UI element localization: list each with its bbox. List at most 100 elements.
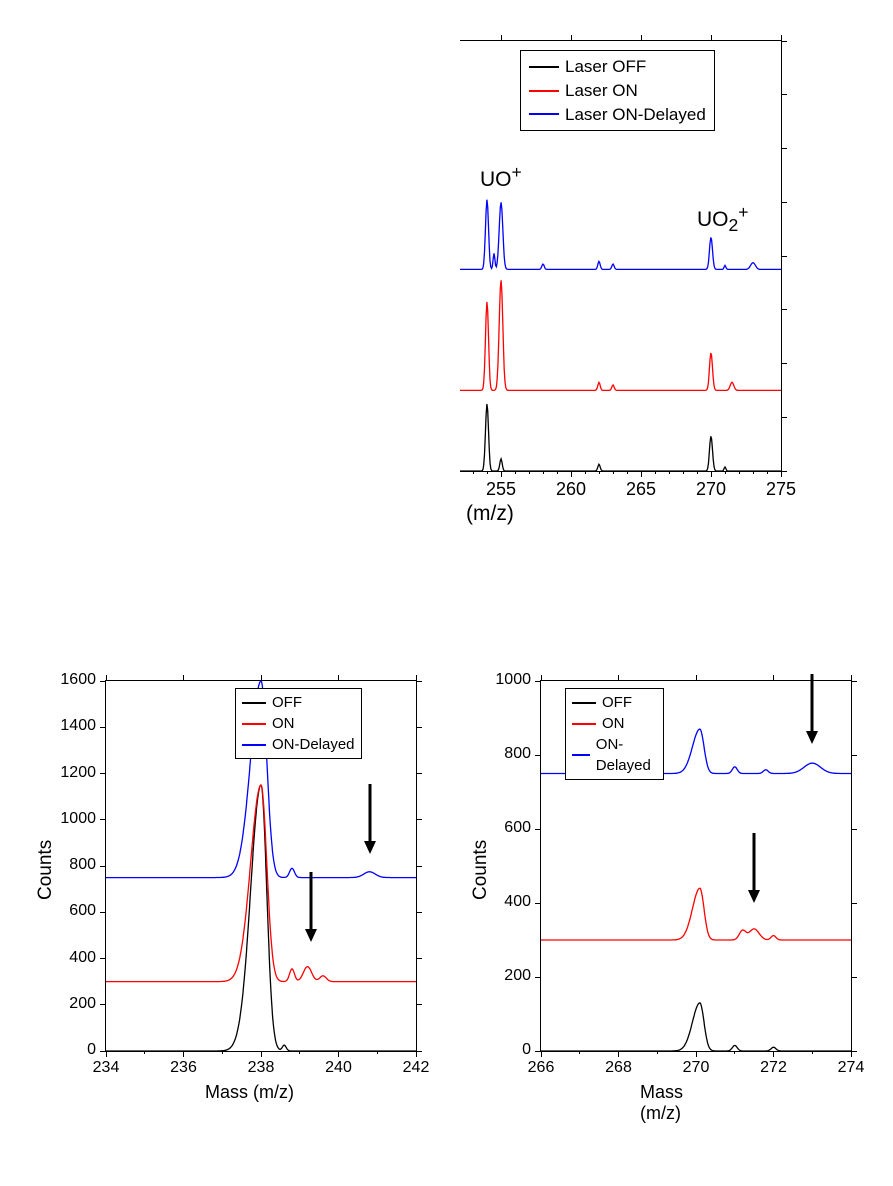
legend-line-icon xyxy=(242,702,266,704)
xtick-label: 270 xyxy=(681,1059,711,1077)
legend-line-icon xyxy=(242,723,266,725)
br-xlabel: Mass (m/z) xyxy=(640,1082,683,1124)
legend-label: ON xyxy=(272,713,295,734)
legend-line-icon xyxy=(572,754,590,756)
ytick-label: 200 xyxy=(46,995,96,1013)
legend-label: OFF xyxy=(272,692,302,713)
xtick-mark xyxy=(711,471,712,477)
legend-line-icon xyxy=(529,66,559,68)
legend-label: Laser OFF xyxy=(565,55,646,79)
xtick-label: 275 xyxy=(766,479,796,500)
xtick-mark xyxy=(851,1051,852,1057)
xtick-mark xyxy=(773,1051,774,1057)
ytick-label: 600 xyxy=(46,902,96,920)
ytick-mark xyxy=(781,417,787,418)
xtick-label: 270 xyxy=(696,479,726,500)
ytick-label: 600 xyxy=(481,819,531,837)
xtick-mark xyxy=(773,675,774,681)
xtick-mark xyxy=(696,1051,697,1057)
xtick-label: 238 xyxy=(246,1059,276,1077)
xtick-label: 272 xyxy=(759,1059,789,1077)
xtick-mark xyxy=(501,471,502,477)
series-on xyxy=(541,888,851,940)
peak-label: UO2+ xyxy=(697,202,748,236)
ytick-mark xyxy=(416,681,422,682)
br-ylabel: Counts xyxy=(470,840,492,900)
ytick-mark xyxy=(100,912,106,913)
legend-item: Laser ON xyxy=(529,79,706,103)
ytick-mark xyxy=(781,363,787,364)
ytick-mark xyxy=(100,958,106,959)
ytick-label: 400 xyxy=(46,949,96,967)
ytick-mark xyxy=(781,41,787,42)
ytick-mark xyxy=(535,755,541,756)
legend-label: Laser ON xyxy=(565,79,638,103)
ytick-mark xyxy=(100,727,106,728)
ytick-mark xyxy=(781,256,787,257)
xtick-mark xyxy=(261,675,262,681)
xtick-mark xyxy=(571,471,572,477)
peak-label: UO+ xyxy=(480,162,522,192)
legend-item: OFF xyxy=(572,692,657,713)
xtick-mark xyxy=(183,675,184,681)
legend-line-icon xyxy=(529,113,559,115)
ytick-mark xyxy=(416,958,422,959)
xtick-mark xyxy=(261,1051,262,1057)
arrow-icon xyxy=(301,872,321,944)
arrow-icon xyxy=(744,833,764,905)
ytick-mark xyxy=(781,471,787,472)
ytick-label: 1200 xyxy=(46,764,96,782)
xtick-mark xyxy=(618,1051,619,1057)
legend-item: ON xyxy=(242,713,355,734)
arrow-icon xyxy=(360,784,380,856)
xtick-label: 265 xyxy=(626,479,656,500)
legend-item: OFF xyxy=(242,692,355,713)
ytick-mark xyxy=(416,773,422,774)
legend-item: ON-Delayed xyxy=(572,734,657,776)
ytick-mark xyxy=(416,866,422,867)
ytick-mark xyxy=(100,773,106,774)
ytick-mark xyxy=(100,866,106,867)
ytick-mark xyxy=(851,903,857,904)
xtick-mark xyxy=(416,1051,417,1057)
xtick-mark xyxy=(618,675,619,681)
xtick-label: 236 xyxy=(169,1059,199,1077)
xtick-mark xyxy=(541,1051,542,1057)
legend-line-icon xyxy=(529,90,559,92)
xtick-mark xyxy=(571,35,572,41)
ytick-mark xyxy=(535,681,541,682)
xtick-mark xyxy=(183,1051,184,1057)
legend-label: ON-Delayed xyxy=(272,734,355,755)
ytick-mark xyxy=(851,829,857,830)
ytick-mark xyxy=(781,94,787,95)
legend-line-icon xyxy=(242,744,266,746)
legend-line-icon xyxy=(572,723,596,725)
ytick-label: 1600 xyxy=(46,671,96,689)
bl-ylabel: Counts xyxy=(35,840,57,900)
ytick-label: 800 xyxy=(481,745,531,763)
xtick-label: 234 xyxy=(91,1059,121,1077)
ytick-mark xyxy=(535,829,541,830)
ytick-label: 0 xyxy=(46,1041,96,1059)
legend-item: Laser ON-Delayed xyxy=(529,103,706,127)
ytick-mark xyxy=(781,309,787,310)
xtick-label: 255 xyxy=(486,479,516,500)
xtick-label: 266 xyxy=(526,1059,556,1077)
ytick-mark xyxy=(416,1004,422,1005)
xtick-mark xyxy=(641,471,642,477)
ytick-mark xyxy=(100,1004,106,1005)
ytick-mark xyxy=(535,977,541,978)
ytick-mark xyxy=(535,1051,541,1052)
ytick-label: 1000 xyxy=(481,671,531,689)
ytick-label: 1400 xyxy=(46,717,96,735)
bottom-right-chart: 26626827027227402004006008001000 Counts … xyxy=(0,0,460,560)
xtick-mark xyxy=(338,1051,339,1057)
ytick-mark xyxy=(781,202,787,203)
legend-label: ON xyxy=(602,713,625,734)
ytick-label: 1000 xyxy=(46,810,96,828)
xtick-mark xyxy=(696,675,697,681)
xtick-mark xyxy=(106,1051,107,1057)
xtick-mark xyxy=(781,471,782,477)
legend-label: OFF xyxy=(602,692,632,713)
ytick-mark xyxy=(851,1051,857,1052)
